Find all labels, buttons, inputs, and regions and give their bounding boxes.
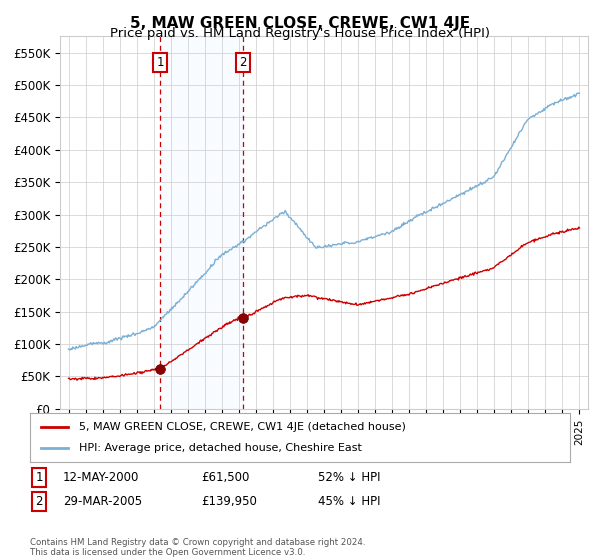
Text: 1: 1 xyxy=(35,470,43,484)
Text: 12-MAY-2000: 12-MAY-2000 xyxy=(63,470,139,484)
Bar xyxy=(160,36,243,409)
Text: £61,500: £61,500 xyxy=(201,470,250,484)
Text: HPI: Average price, detached house, Cheshire East: HPI: Average price, detached house, Ches… xyxy=(79,443,361,453)
Text: 29-MAR-2005: 29-MAR-2005 xyxy=(63,494,142,508)
Text: 45% ↓ HPI: 45% ↓ HPI xyxy=(318,494,380,508)
Text: Price paid vs. HM Land Registry's House Price Index (HPI): Price paid vs. HM Land Registry's House … xyxy=(110,27,490,40)
Text: £139,950: £139,950 xyxy=(201,494,257,508)
Text: 2: 2 xyxy=(35,494,43,508)
Text: Contains HM Land Registry data © Crown copyright and database right 2024.
This d: Contains HM Land Registry data © Crown c… xyxy=(30,538,365,557)
Text: 2: 2 xyxy=(239,56,247,69)
Text: 5, MAW GREEN CLOSE, CREWE, CW1 4JE: 5, MAW GREEN CLOSE, CREWE, CW1 4JE xyxy=(130,16,470,31)
Text: 52% ↓ HPI: 52% ↓ HPI xyxy=(318,470,380,484)
Text: 5, MAW GREEN CLOSE, CREWE, CW1 4JE (detached house): 5, MAW GREEN CLOSE, CREWE, CW1 4JE (deta… xyxy=(79,422,406,432)
Text: 1: 1 xyxy=(156,56,164,69)
